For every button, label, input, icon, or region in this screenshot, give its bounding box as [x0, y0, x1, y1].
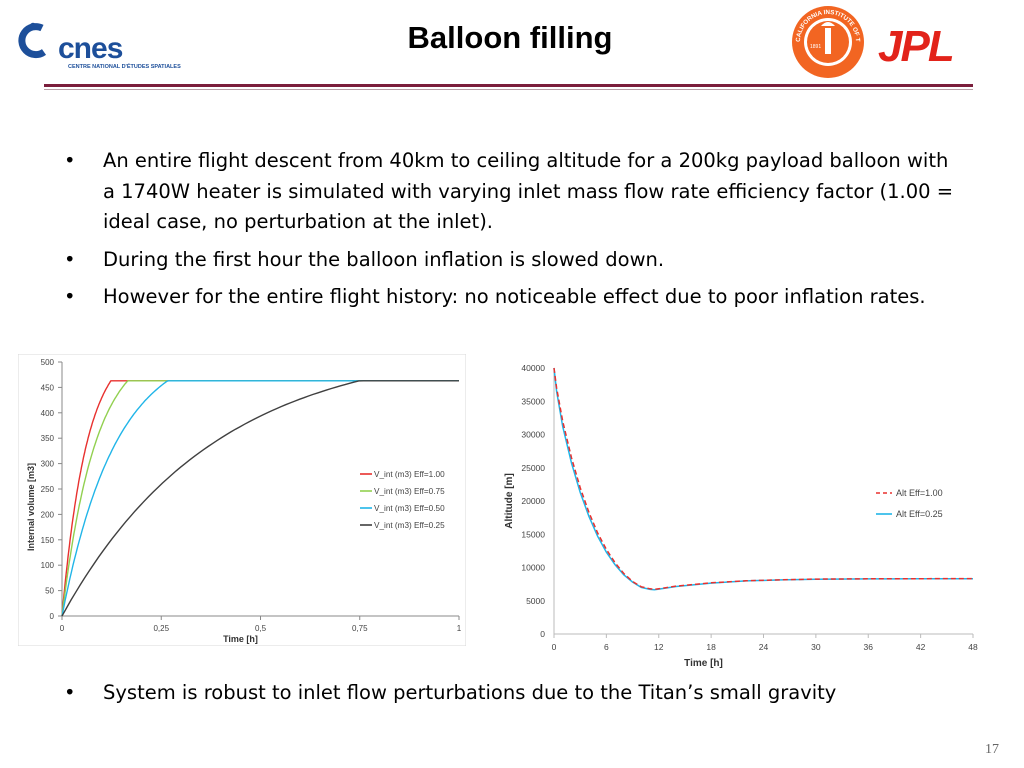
x-tick-label: 24 — [759, 642, 769, 652]
y-tick-label: 25000 — [521, 463, 545, 473]
x-axis-title: Time [h] — [223, 634, 258, 644]
x-tick-label: 0,75 — [352, 624, 368, 633]
cnes-wordmark: cnes — [58, 32, 123, 65]
legend-label: V_int (m3) Eff=1.00 — [374, 470, 445, 479]
cnes-logo: cnes CENTRE NATIONAL D'ÉTUDES SPATIALES — [18, 18, 181, 70]
y-tick-label: 10000 — [521, 563, 545, 573]
y-tick-label: 450 — [41, 383, 55, 392]
legend-label: V_int (m3) Eff=0.75 — [374, 487, 445, 496]
page-number: 17 — [985, 742, 999, 757]
series-line-0 — [553, 367, 974, 591]
x-tick-label: 36 — [864, 642, 874, 652]
legend-label: Alt Eff=1.00 — [896, 488, 943, 498]
bullet-item: However for the entire flight history: n… — [64, 282, 964, 313]
y-axis-title: Internal volume [m3] — [26, 463, 36, 551]
y-tick-label: 5000 — [526, 596, 545, 606]
y-tick-label: 0 — [50, 612, 55, 621]
caltech-seal-icon: CALIFORNIA INSTITUTE OF TECHNOLOGY 1891 — [788, 4, 864, 78]
chart-frame — [18, 354, 466, 646]
y-tick-label: 300 — [41, 460, 55, 469]
x-tick-label: 0 — [552, 642, 557, 652]
bullet-list: An entire flight descent from 40km to ce… — [64, 146, 964, 320]
y-tick-label: 30000 — [521, 430, 545, 440]
series-line-3 — [61, 380, 459, 617]
series-line-0 — [61, 380, 459, 617]
y-tick-label: 40000 — [521, 363, 545, 373]
altitude-chart: 0 5000 10000 15000 20000 25000 30000 35000 40000… — [504, 363, 978, 669]
header-rule-thin — [44, 89, 973, 90]
x-tick-label: 0,5 — [255, 624, 267, 633]
y-tick-label: 500 — [41, 358, 55, 367]
x-tick-label: 42 — [916, 642, 926, 652]
jpl-logo: JPL — [878, 22, 955, 71]
y-axis-title: Altitude [m] — [504, 473, 515, 529]
x-tick-label: 48 — [968, 642, 978, 652]
cnes-symbol-icon — [18, 22, 47, 59]
x-tick-label: 0 — [60, 624, 65, 633]
y-tick-label: 150 — [41, 536, 55, 545]
x-tick-label: 6 — [604, 642, 609, 652]
x-tick-label: 30 — [811, 642, 821, 652]
y-tick-label: 50 — [45, 587, 54, 596]
bullet-item-conclusion: System is robust to inlet flow perturbat… — [64, 678, 1003, 709]
series-line-1 — [553, 367, 973, 591]
x-tick-label: 0,25 — [153, 624, 169, 633]
bullet-item: During the first hour the balloon inflat… — [64, 245, 964, 276]
x-tick-label: 1 — [457, 624, 462, 633]
legend-label: Alt Eff=0.25 — [896, 509, 943, 519]
legend-label: V_int (m3) Eff=0.25 — [374, 521, 445, 530]
caltech-year: 1891 — [810, 44, 821, 50]
bullet-item: An entire flight descent from 40km to ce… — [64, 146, 964, 238]
page-title: Balloon filling — [407, 20, 613, 55]
x-tick-label: 18 — [706, 642, 716, 652]
header-rule — [44, 84, 973, 87]
y-tick-label: 20000 — [521, 496, 545, 506]
internal-volume-chart: 0 50 100 150 200 250 300 350 400 450 500 0 0,25 0,5 0,… — [18, 354, 466, 646]
x-tick-label: 12 — [654, 642, 664, 652]
y-tick-label: 0 — [540, 629, 545, 639]
y-tick-label: 35000 — [521, 396, 545, 406]
y-tick-label: 400 — [41, 409, 55, 418]
y-tick-label: 15000 — [521, 529, 545, 539]
y-tick-label: 350 — [41, 434, 55, 443]
series-line-1 — [61, 380, 459, 617]
y-tick-label: 200 — [41, 510, 55, 519]
series-line-2 — [61, 380, 459, 617]
legend-label: V_int (m3) Eff=0.50 — [374, 504, 445, 513]
y-tick-label: 100 — [41, 561, 55, 570]
cnes-subtitle: CENTRE NATIONAL D'ÉTUDES SPATIALES — [68, 64, 181, 70]
x-axis-title: Time [h] — [684, 658, 723, 669]
y-tick-label: 250 — [41, 485, 55, 494]
